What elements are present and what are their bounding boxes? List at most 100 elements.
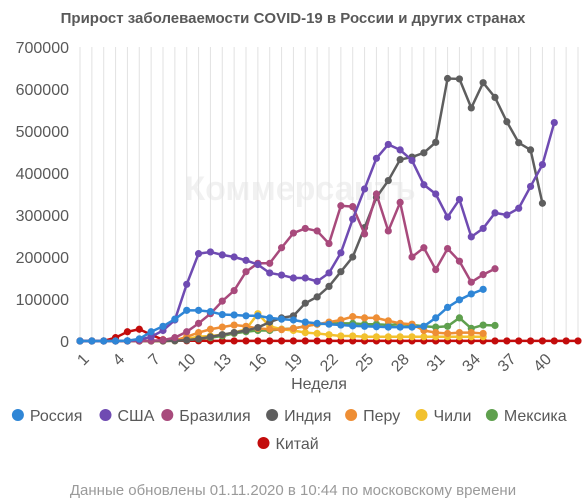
y-tick-label: 500000: [16, 124, 69, 141]
data-point: [349, 313, 357, 321]
data-point: [337, 337, 345, 345]
legend-label: Чили: [434, 408, 472, 425]
data-point: [218, 251, 226, 259]
data-point: [408, 253, 416, 261]
y-tick-label: 0: [60, 334, 69, 351]
data-point: [135, 335, 143, 343]
legend-marker: [345, 409, 358, 421]
data-point: [266, 325, 274, 333]
data-point: [135, 325, 143, 333]
data-point: [491, 93, 499, 101]
x-tick-label: 40: [531, 351, 556, 376]
legend-marker: [99, 409, 112, 421]
data-point: [183, 336, 191, 344]
data-point: [266, 337, 274, 345]
data-point: [384, 323, 392, 331]
legend-marker: [11, 409, 24, 421]
data-point: [432, 323, 440, 331]
data-point: [420, 181, 428, 189]
data-point: [266, 269, 274, 277]
data-point: [218, 337, 226, 345]
data-point: [206, 308, 215, 316]
data-point: [277, 244, 286, 252]
data-point: [526, 146, 535, 154]
data-point: [526, 182, 535, 191]
data-point: [266, 259, 274, 267]
data-point: [301, 299, 309, 307]
data-point: [277, 271, 286, 279]
data-point: [455, 195, 464, 204]
series-line: [80, 77, 544, 343]
data-point: [443, 322, 452, 330]
x-tick-label: 7: [146, 351, 164, 369]
data-point: [420, 149, 428, 157]
data-point: [455, 314, 464, 322]
data-point: [242, 256, 250, 264]
data-point: [515, 337, 523, 345]
data-point: [384, 333, 392, 341]
x-tick-label: 34: [459, 351, 484, 376]
data-point: [503, 118, 511, 126]
data-point: [432, 190, 440, 198]
data-point: [242, 268, 250, 276]
data-point: [147, 333, 155, 341]
data-point: [194, 319, 203, 327]
data-point: [218, 331, 226, 339]
data-point: [349, 322, 357, 330]
data-point: [313, 319, 321, 327]
data-point: [349, 332, 357, 340]
data-point: [254, 312, 262, 320]
data-point: [455, 296, 464, 304]
data-point: [372, 190, 381, 198]
data-point: [479, 224, 487, 233]
y-tick-label: 100000: [16, 292, 69, 309]
data-point: [396, 198, 404, 206]
x-axis-title: Неделя: [291, 376, 347, 393]
data-point: [206, 325, 215, 333]
legend-label: США: [118, 408, 155, 425]
data-point: [349, 253, 357, 261]
data-point: [194, 250, 203, 258]
data-point: [467, 329, 475, 337]
data-point: [230, 311, 238, 319]
x-tick-label: 4: [110, 351, 128, 369]
data-point: [372, 323, 381, 331]
data-point: [230, 337, 238, 345]
data-point: [396, 155, 404, 164]
data-point: [420, 333, 428, 341]
data-point: [515, 139, 523, 147]
watermark: Коммерсантъ: [184, 170, 415, 208]
data-point: [443, 245, 452, 253]
data-point: [467, 290, 475, 298]
data-point: [443, 329, 452, 338]
data-point: [183, 306, 191, 314]
data-point: [206, 333, 215, 341]
data-point: [432, 329, 440, 337]
x-tick-label: 10: [175, 351, 200, 376]
data-point: [242, 312, 250, 320]
data-point: [396, 146, 404, 154]
legend-label: Мексика: [504, 408, 567, 425]
data-point: [550, 119, 558, 127]
data-point: [301, 318, 309, 326]
x-tick-label: 16: [246, 351, 271, 376]
legend-marker: [161, 409, 174, 421]
data-point: [242, 337, 250, 345]
data-point: [123, 328, 132, 336]
data-point: [491, 209, 499, 217]
legend-label: Индия: [284, 408, 331, 425]
data-point: [408, 323, 416, 331]
data-point: [183, 328, 191, 336]
data-point: [515, 204, 523, 212]
data-point: [289, 316, 298, 324]
data-point: [218, 310, 226, 319]
data-point: [337, 249, 345, 257]
data-point: [88, 337, 96, 345]
data-point: [337, 202, 345, 210]
data-point: [349, 337, 357, 345]
x-tick-label: 31: [424, 351, 449, 376]
data-point: [76, 337, 84, 345]
data-point: [289, 337, 298, 345]
legend-marker: [485, 409, 498, 421]
